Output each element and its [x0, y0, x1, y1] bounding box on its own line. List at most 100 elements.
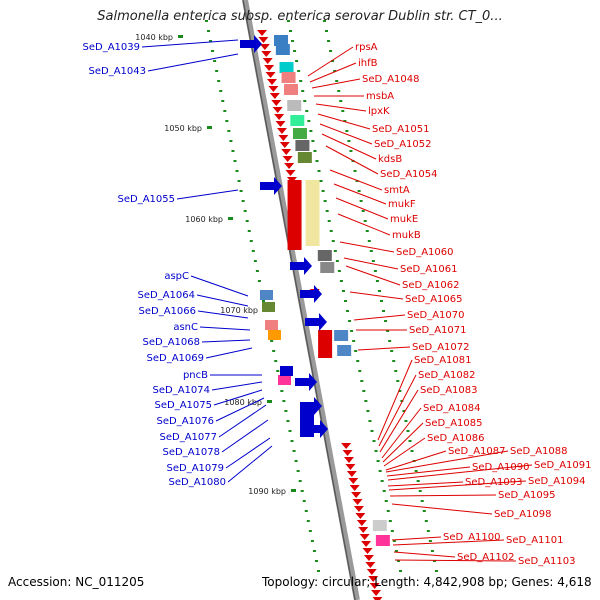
track-dot — [314, 560, 318, 562]
forward-gene-arrow — [290, 257, 312, 275]
track-dot — [308, 530, 312, 532]
track-dot — [337, 270, 341, 272]
gene-label-SeD_A1093: SeD_A1093 — [387, 477, 523, 488]
reverse-gene-arrow — [348, 478, 359, 484]
track-dot — [341, 290, 345, 292]
gene-label-SeD_A1072: SeD_A1072 — [357, 342, 470, 353]
gene-name: lpxK — [368, 106, 390, 117]
track-dot — [323, 200, 327, 202]
gene-name: SeD_A1102 — [457, 552, 515, 563]
track-dot — [322, 20, 326, 22]
track-dot — [428, 540, 432, 542]
reverse-gene-arrow — [282, 156, 293, 162]
leader-line — [387, 481, 464, 487]
reverse-gene-arrow — [264, 65, 275, 71]
gene-label-SeD_A1055: SeD_A1055 — [118, 189, 239, 205]
track-dot — [361, 210, 365, 212]
track-dot — [400, 400, 404, 402]
reverse-gene-arrow — [274, 114, 285, 120]
track-dot — [331, 60, 335, 62]
gene-label-mukB: mukB — [337, 213, 421, 241]
gene-name: SeD_A1077 — [160, 432, 218, 443]
track-dot — [365, 230, 369, 232]
gene-name: SeD_A1093 — [465, 477, 523, 488]
protein-domain — [295, 140, 310, 151]
reverse-gene-arrow — [285, 170, 296, 176]
track-dot — [396, 560, 400, 562]
track-dot — [327, 220, 331, 222]
track-dot — [359, 200, 363, 202]
track-dot — [204, 20, 208, 22]
leader-line — [379, 389, 419, 453]
track-dot — [321, 190, 325, 192]
gene-name: SeD_A1074 — [153, 385, 211, 396]
leader-line — [349, 291, 404, 300]
gene-label-SeD_A1068: SeD_A1068 — [143, 337, 251, 348]
leader-line — [196, 294, 249, 307]
track-dot — [347, 140, 351, 142]
reverse-gene-arrow — [355, 513, 366, 519]
track-dot — [362, 390, 366, 392]
track-dot — [398, 390, 402, 392]
kbp-tick-label: 1090 kbp — [248, 487, 286, 496]
leader-line — [317, 113, 371, 130]
track-dot — [408, 440, 412, 442]
reverse-gene-arrow — [359, 534, 370, 540]
reverse-gene-arrow — [257, 30, 267, 36]
gene-name: SeD_A1060 — [396, 247, 454, 258]
gene-name: SeD_A1075 — [155, 400, 213, 411]
track-dot — [225, 120, 229, 122]
gene-label-msbA: msbA — [314, 91, 394, 102]
reverse-gene-arrow — [368, 576, 379, 582]
track-dot — [219, 90, 223, 92]
track-dot — [360, 380, 364, 382]
reverse-gene-arrow — [279, 142, 290, 148]
gene-label-SeD_A1062: SeD_A1062 — [345, 265, 460, 291]
reverse-gene-arrow — [356, 520, 367, 526]
gene-label-lpxK: lpxK — [315, 103, 390, 117]
track-dot — [348, 320, 352, 322]
leader-line — [225, 437, 271, 469]
reverse-gene-arrow — [276, 128, 287, 134]
track-dot — [325, 30, 328, 32]
track-dot — [286, 420, 290, 422]
track-dot — [392, 360, 396, 362]
gene-name: SeD_A1095 — [498, 490, 556, 501]
forward-gene-arrow — [305, 313, 327, 331]
track-dot — [261, 300, 265, 302]
track-dot — [396, 380, 400, 382]
gene-name: SeD_A1083 — [420, 385, 478, 396]
genome-title: Salmonella enterica subsp. enterica sero… — [97, 9, 503, 24]
leader-line — [333, 183, 387, 205]
track-dot — [255, 270, 259, 272]
leader-line — [337, 213, 391, 236]
track-dot — [305, 110, 309, 112]
protein-domain — [265, 320, 278, 330]
track-dot — [367, 240, 371, 242]
protein-domain — [268, 330, 281, 340]
reverse-gene-arrow — [358, 527, 369, 533]
gene-label-SeD_A1078: SeD_A1078 — [163, 419, 269, 458]
reverse-gene-arrow — [342, 450, 353, 456]
leader-line — [377, 359, 413, 441]
track-dot — [352, 340, 356, 342]
accession-label: Accession: NC_011205 — [8, 575, 145, 589]
track-dot — [420, 500, 424, 502]
gene-name: SeD_A1051 — [372, 124, 430, 135]
reverse-gene-arrow — [258, 37, 269, 43]
kbp-tick-label: 1080 kbp — [224, 398, 262, 407]
reverse-gene-arrow — [361, 541, 372, 547]
track-dot — [286, 20, 290, 22]
track-dot — [343, 300, 347, 302]
protein-domain — [283, 84, 298, 95]
leader-line — [309, 62, 357, 83]
leader-line — [394, 559, 517, 562]
track-dot — [280, 390, 284, 392]
gene-name: asnC — [173, 322, 198, 333]
track-dot — [291, 40, 295, 42]
track-dot — [426, 530, 430, 532]
track-dot — [227, 130, 231, 132]
leader-line — [387, 464, 533, 481]
leader-line — [392, 539, 505, 546]
gene-name: mukF — [388, 199, 416, 210]
